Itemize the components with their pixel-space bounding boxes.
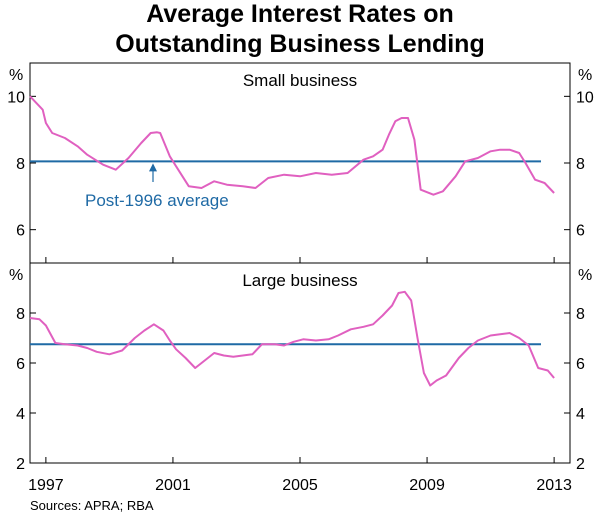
y-tick-label-right: 6 xyxy=(576,356,585,373)
y-unit-right: % xyxy=(578,67,592,84)
y-unit-left: % xyxy=(9,67,23,84)
x-tick-label: 1997 xyxy=(28,477,64,494)
y-tick-label-left: 6 xyxy=(16,356,25,373)
panel-title: Small business xyxy=(243,71,357,90)
chart-title-line1: Average Interest Rates on xyxy=(146,0,454,28)
panel-small-business: % % 10 10 8 8 6 6 Small business Post-1996 averag… xyxy=(7,62,594,264)
y-tick-label-right: 2 xyxy=(576,456,585,473)
x-axis: 1997 2001 2005 2009 2013 xyxy=(28,477,572,494)
y-tick-label-right: 8 xyxy=(576,156,585,173)
y-tick-label-left: 6 xyxy=(16,223,25,240)
x-tick-label: 2013 xyxy=(536,477,572,494)
x-tick-label: 2001 xyxy=(155,477,191,494)
series-line xyxy=(29,290,555,387)
y-tick-label-left: 8 xyxy=(16,156,25,173)
y-tick-label-left: 10 xyxy=(7,89,25,106)
source-note: Sources: APRA; RBA xyxy=(30,498,154,513)
chart-title-line2: Outstanding Business Lending xyxy=(115,30,484,58)
panel-frame xyxy=(29,62,571,264)
panel-large-business: % % 8 8 6 6 4 4 2 2 Large business xyxy=(9,262,592,473)
y-tick-label-left: 8 xyxy=(16,306,25,323)
y-tick-label-left: 2 xyxy=(16,456,25,473)
y-tick-label-right: 10 xyxy=(576,89,594,106)
series-line xyxy=(29,95,555,196)
y-tick-label-right: 4 xyxy=(576,406,585,423)
y-tick-label-right: 6 xyxy=(576,223,585,240)
panel-title: Large business xyxy=(242,271,357,290)
y-tick-label-left: 4 xyxy=(16,406,25,423)
panel-frame xyxy=(29,262,571,464)
x-tick-label: 2005 xyxy=(282,477,318,494)
y-unit-left: % xyxy=(9,267,23,284)
annotation-arrow-head xyxy=(149,163,157,172)
x-tick-label: 2009 xyxy=(409,477,445,494)
y-tick-label-right: 8 xyxy=(576,306,585,323)
y-unit-right: % xyxy=(578,267,592,284)
average-annotation: Post-1996 average xyxy=(85,191,229,210)
